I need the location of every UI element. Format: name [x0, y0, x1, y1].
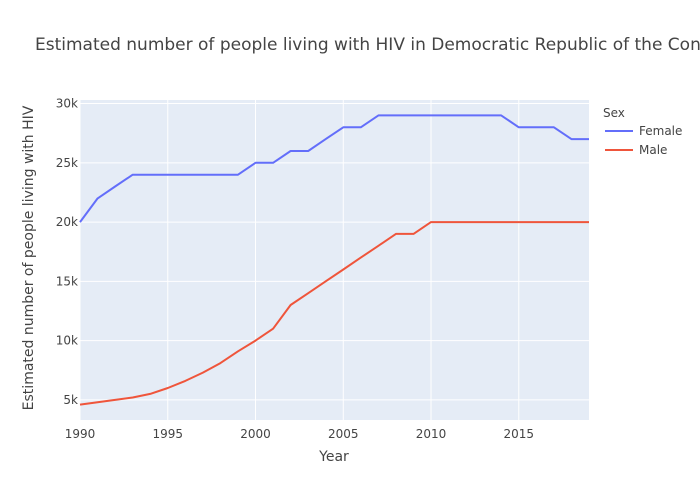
series-line-male [79, 221, 589, 406]
chart-title: Estimated number of people living with H… [35, 35, 700, 55]
x-axis-ticks: 1990 1995 2000 2005 2010 2015 [65, 427, 534, 441]
y-axis-ticks: 5k 10k 15k 20k 25k 30k [56, 97, 78, 407]
plot-area [80, 100, 589, 420]
y-tick-label: 15k [56, 274, 78, 288]
y-tick-label: 5k [63, 393, 78, 407]
legend: Sex Female Male [603, 106, 682, 157]
x-axis-title: Year [318, 449, 349, 465]
legend-label: Male [639, 143, 667, 157]
y-tick-label: 20k [56, 215, 78, 229]
legend-item-male[interactable]: Male [605, 143, 667, 157]
x-tick-label: 1995 [152, 427, 183, 441]
series-layer [79, 114, 589, 406]
y-tick-label: 10k [56, 334, 78, 348]
x-tick-label: 2005 [328, 427, 359, 441]
y-tick-label: 30k [56, 97, 78, 111]
y-axis-title: Estimated number of people living with H… [21, 105, 37, 410]
y-tick-label: 25k [56, 156, 78, 170]
legend-label: Female [639, 124, 682, 138]
x-tick-label: 1990 [65, 427, 96, 441]
x-tick-label: 2000 [240, 427, 271, 441]
series-line-female [79, 114, 589, 223]
x-tick-label: 2010 [416, 427, 447, 441]
legend-item-female[interactable]: Female [605, 124, 682, 138]
legend-title: Sex [603, 106, 625, 120]
x-tick-label: 2015 [504, 427, 535, 441]
